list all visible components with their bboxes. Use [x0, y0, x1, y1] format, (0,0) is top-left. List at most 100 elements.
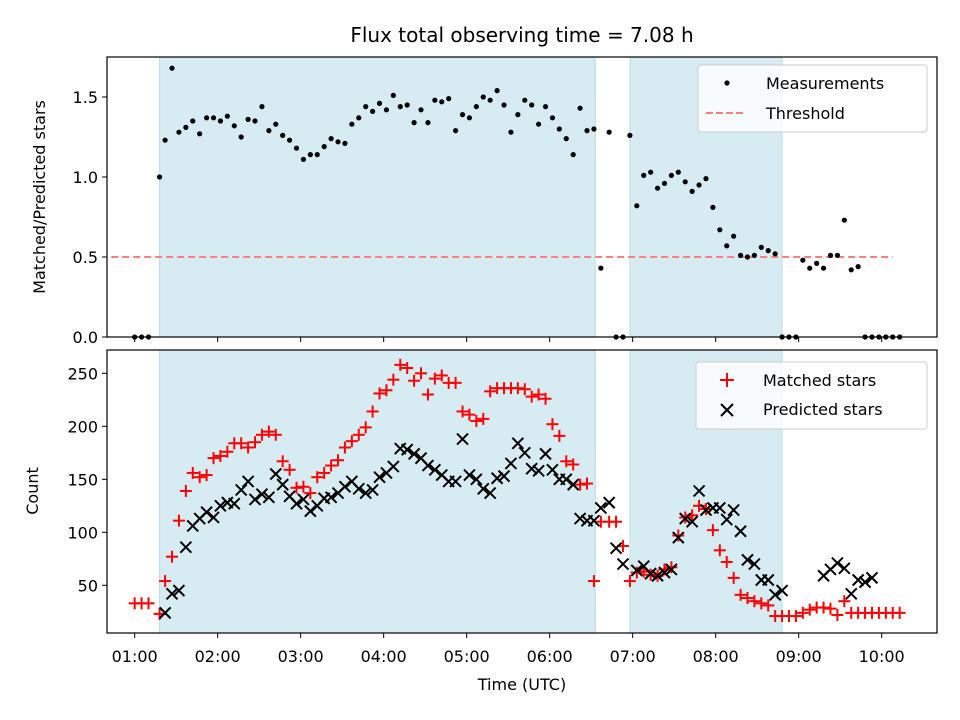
predicted-star-stroke: [359, 486, 372, 500]
predicted-star-stroke: [297, 493, 310, 506]
predicted-star-stroke: [456, 432, 469, 446]
matched-star-point: [290, 481, 303, 494]
predicted-star-stroke: [845, 587, 858, 600]
x-tick-label: 05:00: [444, 647, 490, 666]
matched-star-point: [720, 555, 733, 568]
predicted-star-point: [421, 459, 435, 472]
measurement-point: [156, 174, 163, 180]
predicted-star-stroke: [858, 575, 872, 589]
predicted-star-stroke: [490, 472, 504, 485]
predicted-star-stroke: [775, 584, 789, 597]
top-legend: Measurements Threshold: [697, 64, 928, 133]
predicted-star-point: [865, 571, 879, 585]
measurement-point: [737, 252, 744, 258]
measurement-point: [480, 94, 486, 100]
y-tick-label: 0.5: [73, 248, 98, 267]
measurement-point: [654, 185, 661, 191]
predicted-star-stroke: [338, 480, 352, 493]
matched-star-point: [186, 466, 199, 479]
measurement-point: [800, 257, 806, 263]
predicted-star-stroke: [262, 491, 276, 504]
predicted-star-stroke: [435, 468, 448, 482]
measurement-point: [529, 102, 535, 108]
predicted-star-stroke: [532, 464, 545, 478]
measurement-point: [328, 136, 334, 142]
predicted-star-point: [741, 553, 754, 567]
matched-star-point: [893, 606, 906, 619]
matched-star-point: [755, 597, 768, 610]
predicted-star-stroke: [248, 493, 262, 506]
measurement-point: [390, 92, 396, 98]
measurement-point: [584, 128, 590, 134]
bottom-legend-box: [695, 361, 928, 430]
matched-star-point: [179, 484, 192, 497]
measurement-point: [641, 172, 647, 178]
predicted-star-point: [366, 483, 379, 497]
matched-star-point: [283, 463, 296, 476]
predicted-star-point: [762, 573, 775, 587]
legend-measurements-marker: [724, 80, 730, 86]
predicted-star-stroke: [727, 503, 740, 517]
measurement-point: [627, 132, 633, 138]
legend-threshold-label: Threshold: [765, 104, 845, 123]
predicted-star-stroke: [699, 503, 713, 517]
predicted-star-stroke: [373, 470, 386, 484]
measurement-point: [682, 179, 688, 185]
predicted-star-point: [497, 469, 511, 483]
predicted-star-stroke: [207, 511, 220, 524]
predicted-star-point: [228, 497, 241, 510]
predicted-star-point: [511, 437, 525, 450]
x-tick-label: 10:00: [859, 647, 905, 666]
predicted-star-stroke: [394, 442, 407, 455]
predicted-star-point: [845, 587, 858, 600]
measurement-point: [356, 115, 362, 121]
matched-star-point: [796, 606, 809, 619]
measurement-point: [439, 99, 445, 105]
predicted-star-point: [200, 505, 213, 519]
predicted-star-point: [373, 470, 386, 484]
matched-star-point: [748, 595, 761, 608]
predicted-star-stroke: [428, 463, 442, 476]
predicted-star-point: [172, 584, 186, 597]
measurement-point: [197, 131, 203, 137]
matched-star-point: [318, 466, 331, 479]
matched-star-point: [567, 458, 580, 471]
measurement-point: [363, 104, 369, 110]
predicted-star-point: [255, 487, 269, 501]
measurement-point: [515, 112, 521, 118]
predicted-star-stroke: [228, 497, 241, 510]
predicted-star-point: [179, 540, 193, 554]
measurement-point: [453, 128, 459, 134]
matched-star-point: [297, 480, 310, 493]
matched-star-point: [518, 383, 531, 396]
matched-star-point: [532, 388, 545, 401]
predicted-star-point: [324, 491, 338, 504]
predicted-star-point: [851, 573, 865, 587]
predicted-star-stroke: [414, 451, 428, 465]
matched-star-point: [172, 514, 185, 527]
matched-star-point: [380, 384, 393, 397]
predicted-star-stroke: [685, 515, 699, 528]
measurement-point: [834, 252, 841, 258]
matched-star-point: [421, 388, 434, 401]
measurement-point: [314, 152, 320, 158]
predicted-star-stroke: [651, 569, 664, 582]
measurement-point: [501, 102, 507, 108]
matched-star-point: [706, 524, 719, 537]
measurement-point: [321, 144, 327, 150]
predicted-star-stroke: [221, 496, 234, 509]
measurement-point: [411, 120, 417, 126]
matched-star-point: [546, 418, 559, 431]
predicted-star-point: [560, 473, 573, 486]
predicted-star-stroke: [644, 567, 657, 580]
measurement-point: [508, 129, 514, 135]
predicted-star-stroke: [504, 457, 518, 470]
measurement-point: [266, 128, 272, 134]
predicted-star-stroke: [713, 501, 727, 515]
matched-star-point: [345, 435, 358, 448]
predicted-star-stroke: [449, 475, 462, 488]
predicted-star-stroke: [304, 504, 317, 518]
predicted-star-point: [241, 475, 255, 488]
legend-matched-marker: [720, 373, 734, 387]
predicted-star-stroke: [609, 541, 623, 555]
